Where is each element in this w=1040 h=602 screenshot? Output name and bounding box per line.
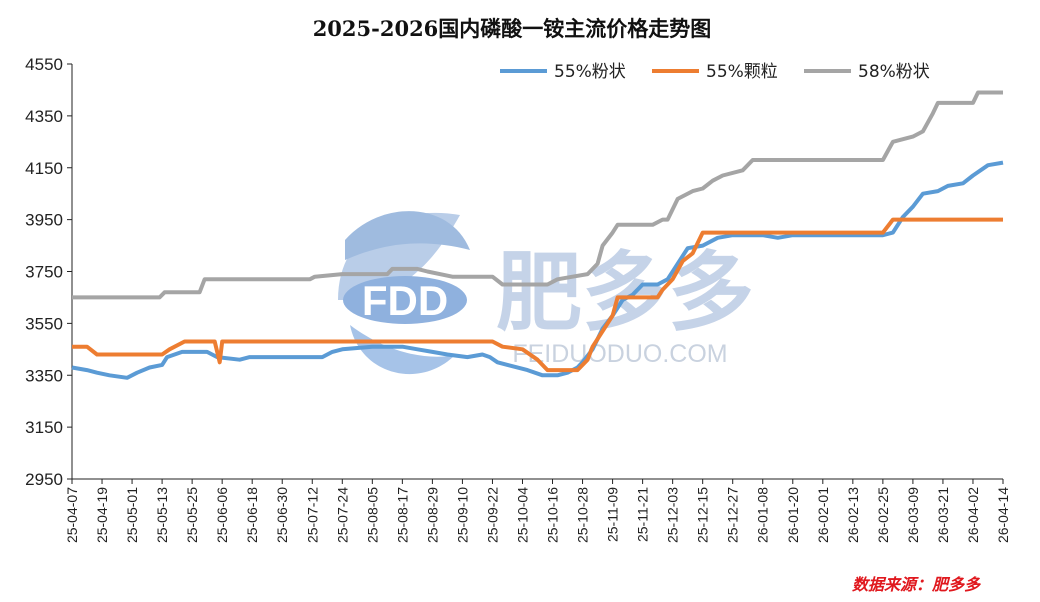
- legend: 55%粉状 55%颗粒 58%粉状: [500, 62, 930, 82]
- x-tick-label: 25-12-15: [695, 487, 711, 543]
- x-tick-label: 25-10-16: [545, 487, 561, 543]
- y-tick-label: 4350: [25, 107, 63, 126]
- x-tick-label: 25-08-29: [424, 487, 440, 543]
- y-tick-label: 4550: [25, 55, 63, 74]
- x-tick-label: 25-05-13: [154, 487, 170, 543]
- x-tick-label: 25-04-19: [94, 487, 110, 543]
- x-tick-label: 25-07-24: [334, 487, 350, 543]
- y-tick-label: 3950: [25, 211, 63, 230]
- watermark-logo: FDD: [338, 211, 470, 375]
- x-tick-label: 25-11-21: [635, 487, 651, 542]
- watermark-site: FEIDUODUO.COM: [512, 340, 727, 368]
- y-tick-label: 2950: [25, 470, 63, 489]
- y-tick-label: 3350: [25, 366, 63, 385]
- data-source: 数据来源：肥多多: [852, 575, 982, 594]
- x-tick-label: 26-01-08: [755, 487, 771, 543]
- x-tick-label: 26-04-14: [995, 487, 1011, 543]
- x-tick-label: 25-04-07: [64, 487, 80, 543]
- series-lines: [71, 90, 1004, 380]
- chart-title: 2025-2026国内磷酸一铵主流价格走势图: [313, 16, 712, 41]
- y-axis-ticks: 2950 3150 3350 3550 3750 3950 4150 4350 4550: [25, 55, 72, 489]
- x-tick-label: 25-11-09: [605, 487, 621, 542]
- x-tick-label: 26-04-02: [965, 487, 981, 543]
- x-tick-label: 25-09-22: [484, 487, 500, 543]
- x-tick-label: 25-08-05: [364, 487, 380, 543]
- x-tick-label: 25-12-03: [665, 487, 681, 543]
- watermark-brand: 肥多多: [496, 243, 754, 343]
- legend-label-55-granule: 55%颗粒: [706, 62, 778, 82]
- series-line-0: [71, 160, 1004, 380]
- x-tick-label: 25-09-10: [454, 487, 470, 543]
- x-tick-label: 25-05-01: [124, 487, 140, 543]
- x-tick-label: 26-02-01: [815, 487, 831, 543]
- x-tick-label: 25-06-06: [214, 487, 230, 543]
- watermark-logo-text: FDD: [362, 277, 448, 324]
- x-tick-label: 25-08-17: [394, 487, 410, 543]
- x-tick-label: 26-03-21: [935, 487, 951, 543]
- y-tick-label: 3550: [25, 314, 63, 333]
- x-tick-label: 25-06-18: [244, 487, 260, 543]
- y-tick-label: 3150: [25, 418, 63, 437]
- x-tick-label: 26-01-20: [785, 487, 801, 543]
- x-tick-label: 25-06-30: [274, 487, 290, 543]
- x-tick-label: 25-10-04: [514, 487, 530, 543]
- series-line-1: [72, 217, 1003, 373]
- legend-label-55-powder: 55%粉状: [554, 62, 626, 82]
- y-tick-label: 3750: [25, 263, 63, 282]
- x-tick-label: 26-03-09: [905, 487, 921, 543]
- series-line-2: [72, 90, 1003, 300]
- x-tick-label: 25-12-27: [725, 487, 741, 543]
- x-tick-label: 25-10-28: [575, 487, 591, 543]
- x-tick-label: 26-02-13: [845, 487, 861, 543]
- x-tick-label: 25-07-12: [304, 487, 320, 543]
- watermark: FDD 肥多多 FEIDUODUO.COM: [338, 211, 754, 375]
- x-tick-label: 25-05-25: [184, 487, 200, 543]
- legend-label-58-powder: 58%粉状: [858, 62, 930, 82]
- y-tick-label: 4150: [25, 159, 63, 178]
- x-tick-label: 26-02-25: [875, 487, 891, 543]
- x-axis-ticks: 25-04-07 25-04-19 25-05-01 25-05-13 25-05-25…: [64, 479, 1011, 543]
